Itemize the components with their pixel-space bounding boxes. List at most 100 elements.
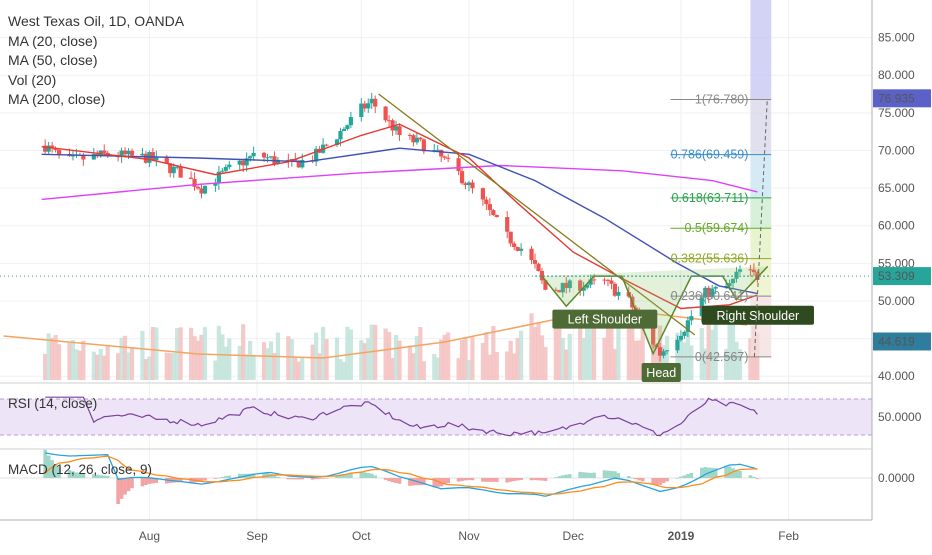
candle bbox=[369, 98, 374, 104]
macd-hist-bar bbox=[738, 470, 742, 478]
candle bbox=[664, 350, 670, 352]
ma-level-tag-bg bbox=[873, 332, 931, 351]
rsi-legend[interactable]: RSI (14, close) bbox=[8, 396, 98, 411]
indicator-vol[interactable]: Vol (20) bbox=[8, 71, 57, 88]
volume-bar bbox=[536, 322, 541, 380]
macd-hist-bar bbox=[342, 473, 346, 478]
macd-hist-bar bbox=[731, 468, 735, 478]
macd-hist-bar bbox=[362, 472, 367, 478]
y-tick-label: 40.000 bbox=[878, 369, 915, 383]
volume-bar bbox=[286, 336, 291, 380]
volume-bar bbox=[727, 323, 732, 380]
volume-bar bbox=[268, 341, 274, 380]
last-price-tag: 53.309 bbox=[878, 269, 915, 283]
volume-bar bbox=[418, 327, 423, 380]
macd-hist-bar bbox=[557, 476, 562, 478]
candle bbox=[564, 282, 569, 289]
candle bbox=[480, 188, 486, 200]
volume-bar bbox=[539, 335, 545, 380]
volume-bar bbox=[432, 353, 437, 380]
candle bbox=[727, 283, 732, 287]
macd-hist-bar bbox=[446, 478, 450, 484]
candle bbox=[737, 269, 743, 272]
volume-bar bbox=[102, 355, 107, 380]
macd-hist-bar bbox=[588, 472, 593, 478]
y-tick-label: 70.000 bbox=[878, 143, 915, 157]
macd-hist-bar bbox=[470, 478, 475, 481]
macd-hist-bar bbox=[105, 475, 110, 478]
fibonacci-zone bbox=[750, 0, 772, 357]
macd-hist-bar bbox=[373, 475, 378, 478]
candle bbox=[612, 283, 618, 296]
volume-bar bbox=[706, 315, 711, 380]
macd-hist-bar bbox=[119, 478, 124, 499]
x-tick-label: Feb bbox=[778, 529, 799, 543]
macd-hist-bar bbox=[387, 478, 391, 482]
volume-bar bbox=[553, 325, 558, 380]
volume-bar bbox=[748, 338, 753, 380]
volume-bar bbox=[407, 345, 413, 380]
candle bbox=[414, 137, 419, 143]
macd-hist-bar bbox=[508, 478, 513, 482]
rsi-tick-label: 50.0000 bbox=[878, 410, 922, 424]
macd-hist-bar bbox=[394, 478, 398, 484]
indicator-ma20[interactable]: MA (20, close) bbox=[8, 32, 98, 49]
volume-bar bbox=[320, 326, 326, 380]
volume-bar bbox=[616, 317, 621, 380]
volume-bar bbox=[105, 345, 110, 380]
x-tick-label: Sep bbox=[246, 529, 268, 543]
volume-bar bbox=[140, 330, 145, 380]
macd-legend[interactable]: MACD (12, 26, close, 9) bbox=[8, 462, 153, 477]
candle bbox=[393, 126, 399, 131]
candle bbox=[143, 153, 149, 163]
macd-hist-bar bbox=[286, 478, 291, 480]
indicator-ma50[interactable]: MA (50, close) bbox=[8, 52, 98, 68]
volume-bar bbox=[223, 346, 228, 380]
fibonacci-labels: 1(76.780) 0.786(69.459) 0.618(63.711) 0.5(5… bbox=[670, 92, 772, 364]
candle bbox=[386, 120, 392, 122]
candle bbox=[588, 279, 593, 285]
volume-bar bbox=[70, 340, 76, 380]
y-tick-label: 85.000 bbox=[878, 31, 915, 45]
x-tick-label: Dec bbox=[563, 529, 584, 543]
ma20-line bbox=[41, 123, 758, 310]
volume-bar bbox=[557, 318, 562, 380]
macd-hist-bar bbox=[567, 474, 572, 478]
candle bbox=[470, 182, 475, 189]
indicator-ma200[interactable]: MA (200, close) bbox=[8, 91, 106, 107]
macd-hist-bar bbox=[435, 478, 440, 487]
volume-bar bbox=[685, 320, 690, 380]
macd-hist-bar bbox=[95, 474, 100, 478]
volume-bar bbox=[248, 340, 253, 380]
pattern-outline bbox=[541, 265, 769, 356]
macd-hist-bar bbox=[710, 467, 714, 478]
macd-hist-bar bbox=[703, 467, 708, 478]
volume-bar bbox=[74, 349, 79, 380]
candle bbox=[95, 154, 100, 156]
volume-bar bbox=[338, 359, 343, 380]
candle bbox=[411, 135, 416, 143]
x-tick-label: Aug bbox=[139, 529, 160, 543]
candle bbox=[150, 152, 155, 161]
candle bbox=[345, 125, 350, 129]
candle bbox=[268, 156, 274, 158]
candle bbox=[689, 316, 694, 321]
candle bbox=[442, 156, 447, 158]
volume-bar bbox=[171, 352, 176, 380]
candle bbox=[466, 182, 472, 186]
head-shoulders-pattern: Left Shoulder Head Right Shoulder bbox=[378, 93, 814, 382]
fib-top-band bbox=[750, 0, 772, 100]
macd-hist-bar bbox=[488, 478, 492, 482]
candle bbox=[126, 150, 131, 155]
volume-bar bbox=[216, 325, 221, 380]
macd-hist-bar bbox=[699, 467, 704, 478]
volume-bar bbox=[633, 340, 638, 380]
volume-bar bbox=[435, 357, 440, 380]
candle bbox=[605, 279, 611, 281]
candle bbox=[300, 159, 305, 168]
volume-bar bbox=[296, 361, 301, 380]
rsi-band bbox=[0, 399, 872, 435]
